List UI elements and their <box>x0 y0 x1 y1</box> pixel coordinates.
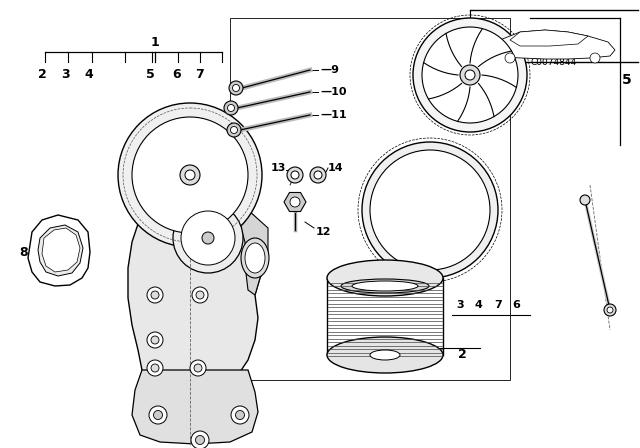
Text: 12: 12 <box>316 227 332 237</box>
Circle shape <box>236 410 244 419</box>
Polygon shape <box>128 198 268 412</box>
Polygon shape <box>42 228 80 272</box>
Polygon shape <box>38 225 83 276</box>
Text: 3: 3 <box>61 68 69 81</box>
Text: 14: 14 <box>328 163 344 173</box>
Text: 13: 13 <box>271 163 286 173</box>
Circle shape <box>287 167 303 183</box>
Text: C0074844: C0074844 <box>531 58 577 67</box>
Circle shape <box>118 103 262 247</box>
Circle shape <box>590 53 600 63</box>
Ellipse shape <box>245 243 265 273</box>
Text: 4: 4 <box>84 68 93 81</box>
Circle shape <box>192 287 208 303</box>
Circle shape <box>149 406 167 424</box>
Circle shape <box>196 291 204 299</box>
Text: 1: 1 <box>150 35 159 48</box>
Circle shape <box>227 123 241 137</box>
Circle shape <box>290 197 300 207</box>
Text: 6: 6 <box>512 300 520 310</box>
Circle shape <box>230 126 237 134</box>
Circle shape <box>195 435 205 444</box>
Ellipse shape <box>327 260 443 296</box>
Circle shape <box>173 203 243 273</box>
Polygon shape <box>230 18 510 380</box>
Circle shape <box>194 364 202 372</box>
Circle shape <box>370 150 490 270</box>
Circle shape <box>465 70 475 80</box>
Circle shape <box>607 307 613 313</box>
Text: —10: —10 <box>320 87 346 97</box>
Circle shape <box>154 410 163 419</box>
Polygon shape <box>488 30 615 59</box>
Circle shape <box>604 304 616 316</box>
Ellipse shape <box>341 279 429 293</box>
Polygon shape <box>28 215 90 286</box>
Ellipse shape <box>370 350 400 360</box>
Circle shape <box>580 195 590 205</box>
Circle shape <box>505 53 515 63</box>
Polygon shape <box>132 370 258 444</box>
Text: 8: 8 <box>19 246 28 258</box>
Circle shape <box>227 104 234 112</box>
Circle shape <box>231 406 249 424</box>
Circle shape <box>190 360 206 376</box>
Circle shape <box>132 117 248 233</box>
Circle shape <box>224 101 238 115</box>
Text: 7: 7 <box>196 68 204 81</box>
Ellipse shape <box>352 281 418 291</box>
Circle shape <box>185 170 195 180</box>
Text: 3: 3 <box>456 300 464 310</box>
Text: 5: 5 <box>622 73 632 87</box>
Circle shape <box>147 332 163 348</box>
Ellipse shape <box>327 337 443 373</box>
Circle shape <box>362 142 498 278</box>
Circle shape <box>413 18 527 132</box>
Circle shape <box>147 287 163 303</box>
Circle shape <box>191 431 209 448</box>
Circle shape <box>147 360 163 376</box>
Text: 4: 4 <box>474 300 482 310</box>
Circle shape <box>181 211 235 265</box>
Circle shape <box>291 171 299 179</box>
Circle shape <box>180 165 200 185</box>
Circle shape <box>310 167 326 183</box>
Polygon shape <box>240 210 268 295</box>
Text: 7: 7 <box>494 300 502 310</box>
Circle shape <box>314 171 322 179</box>
Circle shape <box>202 232 214 244</box>
Text: —11: —11 <box>320 110 347 120</box>
Circle shape <box>232 85 239 91</box>
Circle shape <box>151 336 159 344</box>
Text: 2: 2 <box>458 349 467 362</box>
Text: 2: 2 <box>38 68 46 81</box>
Circle shape <box>151 364 159 372</box>
Polygon shape <box>510 30 588 46</box>
Text: 5: 5 <box>146 68 154 81</box>
Polygon shape <box>284 193 306 211</box>
Ellipse shape <box>241 238 269 278</box>
Circle shape <box>422 27 518 123</box>
Text: —9: —9 <box>320 65 339 75</box>
Circle shape <box>460 65 480 85</box>
Circle shape <box>229 81 243 95</box>
Circle shape <box>151 291 159 299</box>
Text: 6: 6 <box>173 68 181 81</box>
